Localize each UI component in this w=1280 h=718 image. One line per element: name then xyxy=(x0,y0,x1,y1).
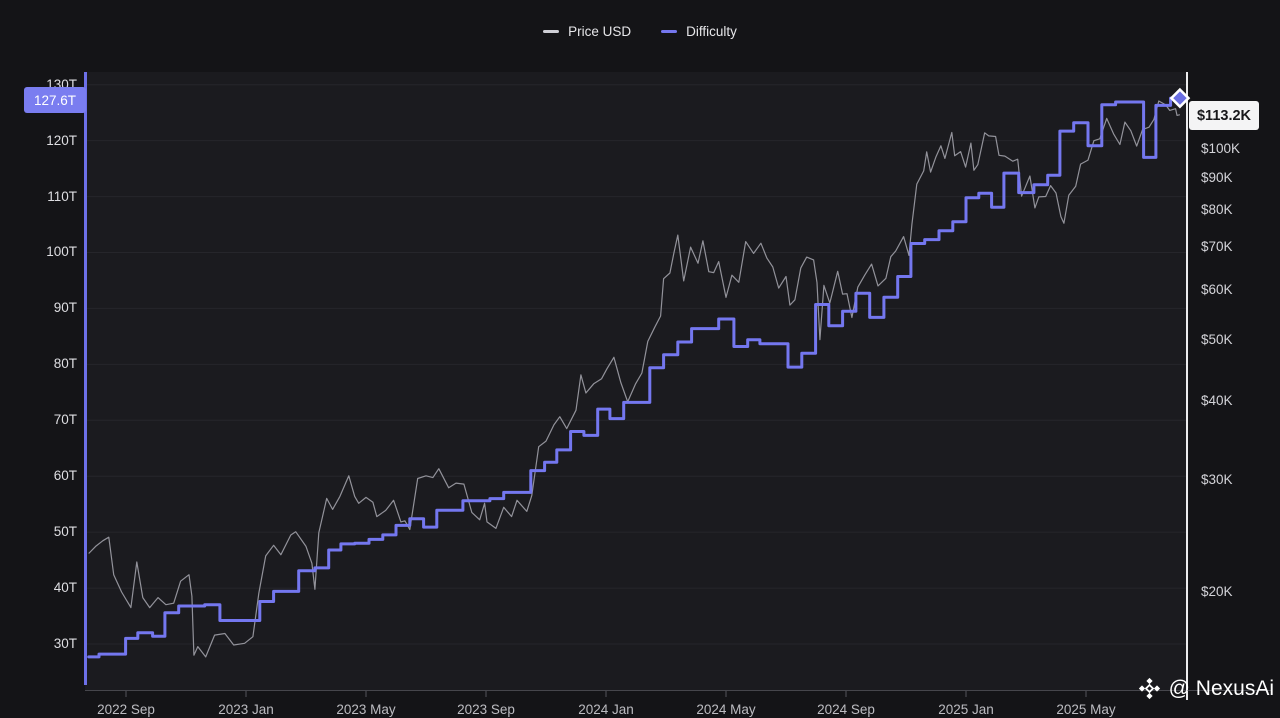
x-axis-tick-label: 2025 May xyxy=(1056,702,1116,717)
left-axis-tick-label: 60T xyxy=(53,468,77,484)
price-line-swatch-icon xyxy=(543,30,560,33)
x-axis-tick-label: 2023 Sep xyxy=(457,702,515,717)
difficulty-last-value-badge: 127.6T xyxy=(24,87,86,113)
x-axis-tick-label: 2024 May xyxy=(696,702,756,717)
right-axis-tick-label: $30K xyxy=(1201,472,1233,488)
left-axis-tick-label: 90T xyxy=(53,300,77,316)
left-axis-tick-label: 30T xyxy=(53,636,77,651)
x-axis-tick-label: 2022 Sep xyxy=(97,702,155,717)
left-axis-tick-label: 80T xyxy=(53,356,77,372)
left-axis-tick-label: 100T xyxy=(46,244,77,260)
x-axis-tick-label: 2024 Jan xyxy=(578,702,634,717)
legend: Price USD Difficulty xyxy=(0,24,1280,39)
nexusai-logo-icon xyxy=(1138,677,1160,700)
right-axis-tick-label: $70K xyxy=(1201,239,1233,255)
right-axis-tick-label: $40K xyxy=(1201,393,1233,409)
left-axis-tick-label: 110T xyxy=(47,188,77,204)
difficulty-end-marker-icon xyxy=(1169,87,1191,109)
legend-item-difficulty[interactable]: Difficulty xyxy=(661,24,737,39)
right-axis-tick-label: $90K xyxy=(1201,169,1233,185)
legend-label-price-usd: Price USD xyxy=(568,24,632,39)
price-usd-line xyxy=(88,100,1181,658)
left-axis-tick-label: 120T xyxy=(46,132,77,148)
x-axis-tick-label: 2024 Sep xyxy=(817,702,875,717)
right-axis-tick-label: $80K xyxy=(1201,202,1233,218)
left-axis-tick-label: 70T xyxy=(53,412,77,428)
watermark-text: @ NexusAi xyxy=(1168,676,1274,700)
right-axis-tick-label: $50K xyxy=(1201,331,1233,347)
right-axis-tick-label: $20K xyxy=(1201,584,1233,599)
watermark: @ NexusAi xyxy=(1137,676,1274,701)
x-axis-tick-label: 2025 Jan xyxy=(938,702,994,717)
legend-label-difficulty: Difficulty xyxy=(686,24,737,39)
left-axis-tick-label: 50T xyxy=(53,524,77,540)
price-last-value-badge: $113.2K xyxy=(1189,101,1259,130)
right-axis-tick-label: $100K xyxy=(1201,140,1241,156)
legend-item-price-usd[interactable]: Price USD xyxy=(543,24,631,39)
difficulty-line xyxy=(87,96,1182,659)
difficulty-line-swatch-icon xyxy=(661,30,678,33)
x-axis-tick-label: 2023 May xyxy=(336,702,396,717)
left-axis-tick-label: 40T xyxy=(53,580,77,596)
x-axis-tick-label: 2023 Jan xyxy=(218,702,274,717)
right-axis-tick-label: $60K xyxy=(1201,281,1233,297)
